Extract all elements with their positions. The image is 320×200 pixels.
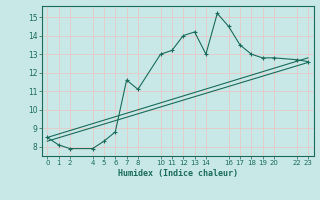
X-axis label: Humidex (Indice chaleur): Humidex (Indice chaleur) [118,169,237,178]
